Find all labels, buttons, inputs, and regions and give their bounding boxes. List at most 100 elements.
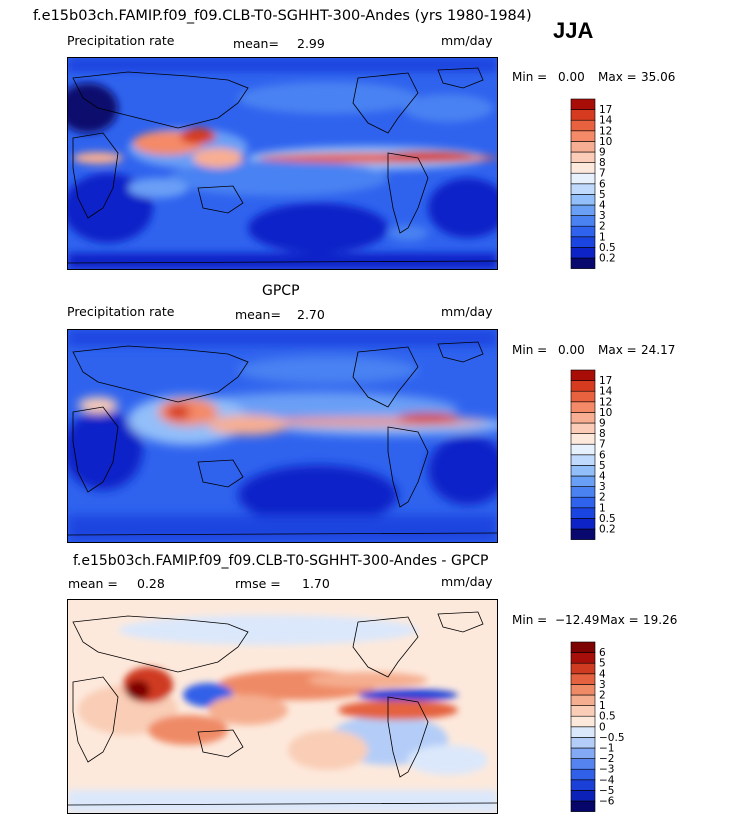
colorbar-tick-label: 17 <box>599 104 612 116</box>
colorbar-tick-label: 0 <box>599 721 606 733</box>
colorbar-tick-label: −6 <box>599 796 615 808</box>
panel1-min-label: Min = <box>512 70 548 84</box>
panel3-max-value: 19.26 <box>643 613 678 627</box>
panel1-mean-label: mean= <box>233 36 279 51</box>
colorbar-swatch <box>570 465 596 477</box>
colorbar-tick-label: 17 <box>599 375 612 387</box>
colorbar-swatch <box>570 641 596 653</box>
colorbar-swatch <box>570 496 596 509</box>
colorbar-tick-label: 1 <box>599 231 606 243</box>
colorbar-swatch <box>570 247 596 259</box>
colorbar-swatch <box>570 109 596 121</box>
colorbar-tick-label: 3 <box>599 481 606 493</box>
colorbar-tick-label: 6 <box>599 178 606 190</box>
colorbar-tick-label: 1 <box>599 700 606 712</box>
panel1-variable-label: Precipitation rate <box>67 33 175 48</box>
figure-title: f.e15b03ch.FAMIP.f09_f09.CLB-T0-SGHHT-30… <box>33 8 532 24</box>
colorbar-tick-label: −0.5 <box>599 732 625 744</box>
colorbar-swatch <box>570 747 596 759</box>
colorbar-swatch <box>570 98 596 110</box>
colorbar-tick-label: 14 <box>599 386 613 398</box>
colorbar-tick-label: 0.5 <box>599 711 616 723</box>
colorbar-swatch <box>570 151 596 163</box>
colorbar-swatch <box>570 673 596 685</box>
colorbar-swatch <box>570 433 596 445</box>
colorbar-swatch <box>570 507 596 519</box>
colorbar-swatch <box>570 443 596 456</box>
colorbar-tick-label: 8 <box>599 428 606 440</box>
panel2-map-svg <box>68 330 497 542</box>
colorbar-swatch <box>570 257 596 269</box>
panel3-min-value: −12.49 <box>555 613 600 627</box>
colorbar-swatch <box>570 369 596 381</box>
panel1-min-value: 0.00 <box>558 70 585 84</box>
colorbar-tick-label: 0.5 <box>599 242 616 254</box>
colorbar-tick-label: 5 <box>599 658 606 670</box>
panel2-mean-value: 2.70 <box>297 307 325 322</box>
colorbar-swatch <box>570 737 596 749</box>
colorbar-swatch <box>570 162 596 174</box>
colorbar-swatch <box>570 486 596 498</box>
colorbar-tick-label: 9 <box>599 147 606 159</box>
panel2-variable-label: Precipitation rate <box>67 304 175 319</box>
panel3-rmse-value: 1.70 <box>302 576 330 591</box>
colorbar-swatch <box>570 130 596 142</box>
panel1-colorbar: 0.2 0.5 1 2 3 4 5 6 7 8 9 10 12 14 17 <box>570 98 631 269</box>
colorbar-tick-label: 6 <box>599 647 606 659</box>
panel3-rmse-label: rmse = <box>235 576 281 591</box>
colorbar-swatch <box>570 705 596 717</box>
panel2-units: mm/day <box>441 304 493 319</box>
colorbar-tick-label: 10 <box>599 136 612 148</box>
colorbar-swatch <box>570 528 596 540</box>
panel2-title: GPCP <box>262 283 300 299</box>
colorbar-tick-label: 0.2 <box>599 253 616 265</box>
colorbar-tick-label: 14 <box>599 115 613 127</box>
colorbar-tick-label: 9 <box>599 418 606 430</box>
colorbar-tick-label: −5 <box>599 785 614 797</box>
panel2-map <box>67 329 498 543</box>
colorbar-swatch <box>570 652 596 664</box>
panel3-min-label: Min = <box>512 613 548 627</box>
colorbar-tick-label: 5 <box>599 189 606 201</box>
colorbar-tick-label: −2 <box>599 753 614 765</box>
colorbar-swatch <box>570 422 596 434</box>
colorbar-swatch <box>570 194 596 206</box>
panel1-map-svg <box>68 58 497 269</box>
colorbar-swatch <box>570 790 596 802</box>
colorbar-swatch <box>570 662 596 675</box>
colorbar-tick-label: −3 <box>599 764 614 776</box>
colorbar-swatch <box>570 475 596 487</box>
panel2-colorbar: 0.2 0.5 1 2 3 4 5 6 7 8 9 10 12 14 17 <box>570 369 631 540</box>
panel2-max-label: Max = <box>598 343 637 357</box>
panel3-units: mm/day <box>441 574 493 589</box>
colorbar-tick-label: 0.5 <box>599 513 616 525</box>
colorbar-tick-label: 4 <box>599 668 606 680</box>
colorbar-swatch <box>570 454 596 466</box>
panel3-map-svg <box>68 600 497 813</box>
colorbar-swatch <box>570 183 596 195</box>
colorbar-tick-label: 10 <box>599 407 612 419</box>
panel1-max-label: Max = <box>598 70 637 84</box>
colorbar-tick-label: 4 <box>599 200 606 212</box>
panel3-map <box>67 599 498 814</box>
panel3-max-label: Max = <box>600 613 639 627</box>
colorbar-swatch <box>570 518 596 530</box>
panel2-min-label: Min = <box>512 343 548 357</box>
colorbar-swatch <box>570 401 596 413</box>
colorbar-swatch <box>570 800 596 812</box>
colorbar-tick-label: 3 <box>599 679 606 691</box>
colorbar-swatch <box>570 768 596 781</box>
panel1-map <box>67 57 498 270</box>
panel1-max-value: 35.06 <box>641 70 676 84</box>
panel1-mean-value: 2.99 <box>297 36 325 51</box>
colorbar-tick-label: 12 <box>599 396 612 408</box>
colorbar-tick-label: 2 <box>599 492 606 504</box>
colorbar-tick-label: 12 <box>599 125 612 137</box>
colorbar-tick-label: 8 <box>599 157 606 169</box>
colorbar-swatch <box>570 141 596 153</box>
colorbar-tick-label: 6 <box>599 449 606 461</box>
panel2-mean-label: mean= <box>235 307 281 322</box>
